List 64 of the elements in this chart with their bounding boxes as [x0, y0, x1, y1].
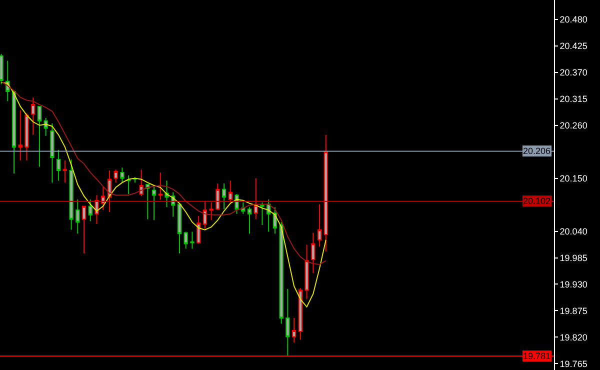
- candlestick: [202, 200, 208, 230]
- candlestick: [196, 215, 201, 244]
- candlestick: [254, 178, 258, 220]
- candlestick: [31, 96, 36, 136]
- candlestick: [216, 183, 220, 211]
- candlestick: [292, 317, 296, 344]
- candlestick: [241, 202, 246, 214]
- candlestick: [286, 288, 290, 358]
- y-tick-label: 19.930: [560, 279, 588, 290]
- candlestick: [0, 53, 4, 85]
- candlestick: [50, 122, 54, 184]
- candlestick: [139, 169, 144, 197]
- candlestick: [177, 204, 182, 254]
- candlestick: [272, 206, 278, 234]
- candlestick: [158, 172, 162, 200]
- candlestick: [222, 183, 226, 210]
- candlestick: [132, 176, 137, 184]
- candlestick: [88, 198, 92, 222]
- candlestick: [56, 149, 61, 182]
- candlestick: [324, 134, 328, 252]
- candlestick: [126, 174, 131, 195]
- candlestick: [228, 180, 232, 203]
- candlestick: [279, 222, 284, 324]
- candlestick: [107, 170, 112, 212]
- candlestick: [184, 231, 188, 250]
- candlestick: [24, 112, 29, 161]
- y-tick-label: 20.150: [560, 173, 588, 184]
- y-tick-label: 20.260: [560, 120, 588, 130]
- ref-line-label: 20.102: [523, 196, 551, 206]
- candlestick: [260, 202, 264, 226]
- y-tick-label: 19.765: [560, 358, 588, 369]
- candlestick: [44, 118, 48, 136]
- candlestick: [247, 206, 252, 234]
- y-tick-label: 19.985: [560, 252, 588, 263]
- candlestick: [120, 167, 124, 184]
- candlestick: [62, 160, 67, 184]
- candlestick: [209, 202, 214, 221]
- y-tick-label: 19.875: [560, 306, 588, 316]
- candlestick: [311, 232, 316, 274]
- candlestick: [190, 231, 194, 250]
- y-tick-label: 20.040: [560, 226, 588, 236]
- candlestick: [298, 288, 302, 340]
- candlestick: [101, 186, 106, 211]
- candlestick: [12, 91, 16, 174]
- candlestick: [114, 169, 118, 184]
- y-tick-label: 20.315: [560, 94, 588, 104]
- y-tick-label: 20.425: [560, 40, 588, 51]
- candlestick: [146, 184, 150, 220]
- candlestick: [76, 198, 80, 234]
- candlestick: [18, 110, 22, 161]
- candlestick: [82, 206, 86, 254]
- y-tick-label: 19.820: [560, 332, 588, 342]
- line-series: [0, 80, 326, 265]
- y-tick-label: 20.480: [560, 14, 588, 24]
- candlestick: [317, 204, 322, 248]
- candlestick: [69, 158, 74, 230]
- ref-line-label: 20.206: [523, 146, 551, 156]
- candlestick: [164, 180, 169, 208]
- y-tick-label: 20.370: [560, 67, 588, 78]
- ref-line-label: 19.781: [523, 351, 551, 361]
- candlestick: [152, 184, 156, 221]
- candlestick: [304, 244, 309, 300]
- candlestick: [37, 106, 42, 168]
- line-series: [0, 82, 326, 308]
